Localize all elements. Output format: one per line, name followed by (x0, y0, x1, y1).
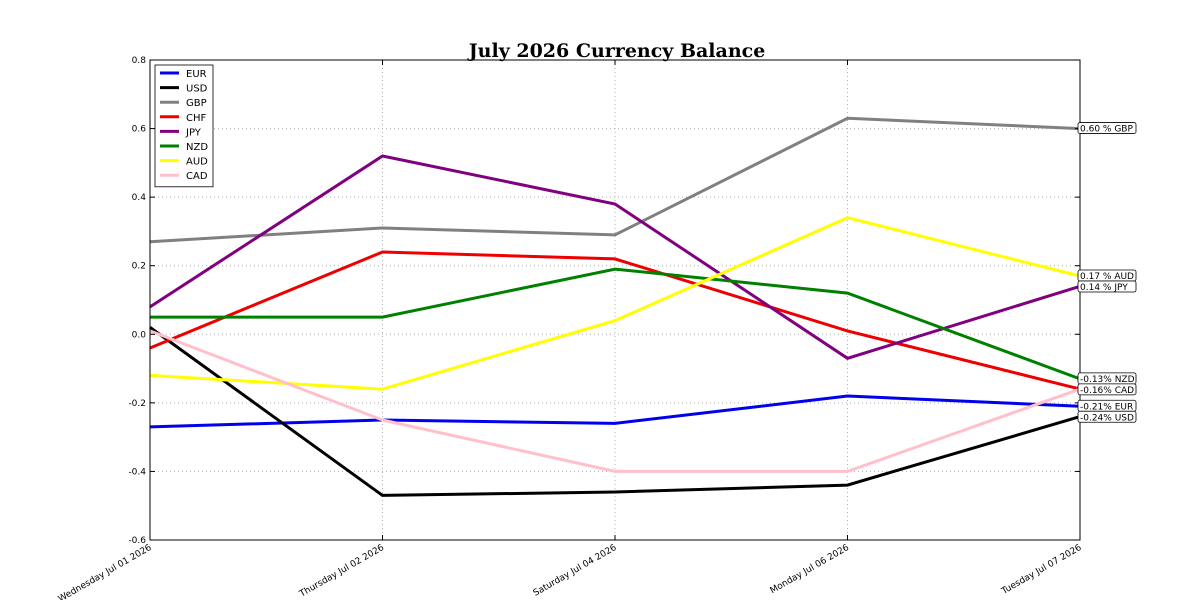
end-label-text: 0.17 % AUD (1080, 272, 1134, 282)
legend-entry-jpy: JPY (185, 127, 202, 138)
legend-entry-chf: CHF (186, 113, 207, 124)
end-label-box (1077, 383, 1137, 396)
end-label-text: -0.16% CAD (1080, 386, 1134, 396)
legend-entry-cad: CAD (186, 171, 208, 182)
legend-entry-gbp: GBP (186, 98, 207, 109)
series-line-eur (149, 394, 1081, 429)
legend-entry-nzd: NZD (186, 142, 208, 153)
y-tick-label: -0.4 (128, 467, 146, 477)
chart-title: July 2026 Currency Balance (467, 40, 766, 62)
y-tick-label: 0.2 (132, 262, 146, 272)
series-line-aud (149, 216, 1081, 391)
y-tick-label: 0.6 (132, 125, 147, 135)
series-line-jpy (149, 154, 1081, 360)
series-lines (149, 116, 1081, 497)
end-label-box (1077, 410, 1137, 423)
series-line-chf (149, 250, 1081, 391)
end-label-text: 0.60 % GBP (1080, 125, 1133, 135)
end-label-box (1077, 280, 1137, 293)
y-tick-label: 0.8 (132, 56, 147, 66)
end-label-text: -0.24% USD (1080, 413, 1134, 423)
series-line-usd (149, 326, 1081, 497)
series-line-nzd (150, 267, 1081, 381)
y-tick-label: -0.6 (128, 536, 146, 546)
end-label-box (1077, 122, 1137, 134)
y-tick-label: 0.0 (132, 330, 147, 340)
end-label-text: -0.21% EUR (1080, 402, 1133, 412)
series-line-cad (149, 329, 1081, 473)
legend: EUR USD GBP CHF JPY NZD AUD CAD (154, 64, 214, 188)
y-axis-ticks: -0.6 -0.4 -0.2 0.0 0.2 0.4 0.6 0.8 (128, 56, 1080, 546)
series-line-gbp (149, 116, 1081, 244)
end-label-text: -0.13% NZD (1080, 375, 1135, 385)
y-tick-label: -0.2 (128, 399, 146, 409)
end-label-text: 0.14 % JPY (1080, 283, 1128, 293)
legend-entry-aud: AUD (186, 157, 208, 168)
legend-entry-usd: USD (186, 84, 208, 95)
legend-entry-eur: EUR (186, 69, 207, 80)
legend-box (154, 64, 214, 188)
y-tick-label: 0.4 (132, 193, 147, 203)
